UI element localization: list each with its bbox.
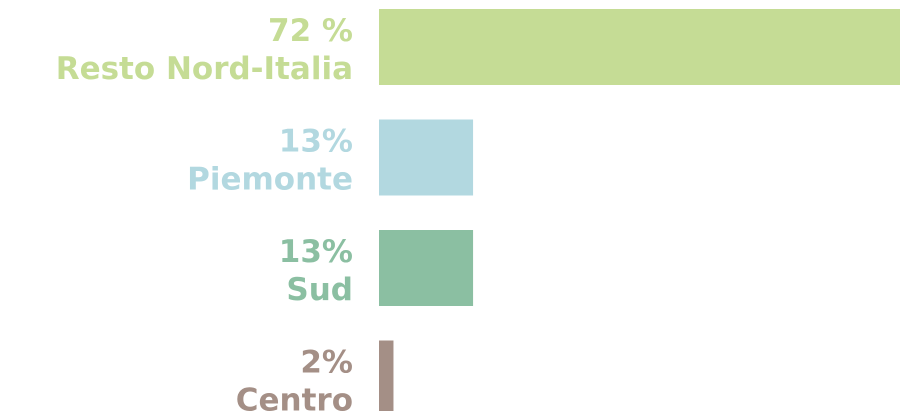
value-label: 13% bbox=[279, 124, 353, 160]
category-label: Piemonte bbox=[187, 162, 353, 198]
bar bbox=[379, 340, 394, 411]
bar bbox=[379, 230, 474, 306]
bar bbox=[379, 9, 900, 85]
category-label: Centro bbox=[236, 383, 353, 411]
value-label: 72 % bbox=[268, 13, 353, 49]
value-label: 2% bbox=[300, 345, 353, 381]
value-label: 13% bbox=[279, 234, 353, 270]
category-label: Resto Nord-Italia bbox=[56, 51, 353, 87]
bar bbox=[379, 119, 474, 196]
category-label: Sud bbox=[286, 272, 353, 308]
